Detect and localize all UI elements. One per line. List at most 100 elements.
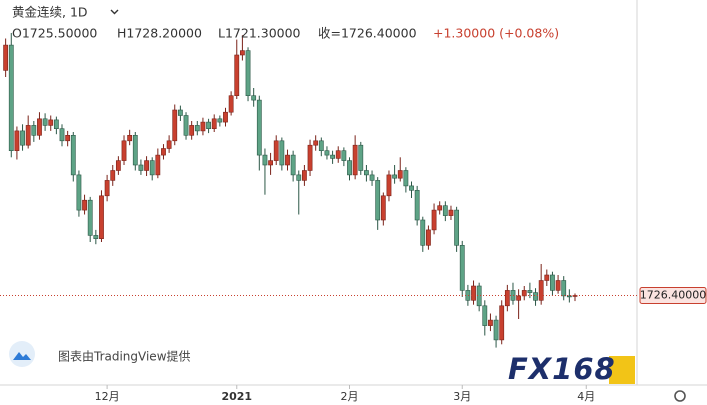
header-low: L1721.30000	[218, 26, 301, 41]
candle-body	[234, 54, 240, 97]
settings-gear[interactable]	[674, 390, 686, 402]
candle-body	[279, 140, 285, 166]
header-change: +1.30000 (+0.08%)	[433, 26, 559, 41]
candle-body	[127, 135, 133, 142]
candle-body	[31, 125, 37, 136]
candle-body	[76, 174, 82, 211]
candle-body	[82, 199, 87, 211]
candle-body	[459, 245, 465, 291]
settings-icon[interactable]	[674, 390, 686, 402]
candle-body	[330, 154, 335, 159]
candle-body	[313, 140, 319, 146]
candle-body	[262, 154, 268, 166]
candle-body	[251, 95, 257, 101]
candle-body	[177, 109, 183, 116]
candle-body	[239, 50, 245, 56]
candle-body	[341, 150, 347, 161]
candle-body	[471, 285, 476, 301]
candle-body	[488, 319, 493, 326]
candle-body	[369, 174, 375, 181]
candle-body	[431, 209, 437, 231]
candle-body	[437, 205, 443, 211]
candle-body	[397, 170, 403, 179]
candle-body	[414, 190, 420, 221]
candle-body	[516, 295, 522, 301]
candle-body	[161, 148, 166, 156]
candle-body	[566, 295, 572, 298]
candle-body	[189, 125, 195, 136]
candle-body	[550, 274, 555, 291]
interval-dropdown[interactable]	[110, 9, 119, 15]
candle-body	[200, 121, 206, 132]
candle-body	[144, 160, 149, 171]
candle-body	[37, 118, 42, 136]
candle-body	[48, 119, 54, 126]
watermark: FX168	[508, 352, 616, 386]
header-close: 收=1726.40000	[318, 26, 417, 41]
candle-body	[104, 180, 110, 197]
header-high: H1728.20000	[117, 26, 202, 41]
candle-body	[8, 44, 14, 151]
x-tick-label: 4月	[577, 390, 595, 403]
candle-body	[183, 115, 189, 136]
candle-body	[420, 219, 426, 246]
last-price-label: 1726.40000	[640, 288, 706, 301]
candle-body	[110, 170, 116, 181]
watermark-box	[609, 356, 635, 384]
candle-body	[555, 280, 561, 291]
candle-body	[347, 160, 352, 176]
candle-body	[454, 209, 460, 246]
candle-body	[70, 135, 76, 176]
candle-body	[93, 235, 99, 239]
candle-body	[352, 144, 358, 176]
candle-body	[53, 119, 59, 130]
candle-body	[335, 150, 341, 159]
candle-body	[409, 185, 414, 191]
candle-body	[572, 295, 578, 297]
header-open: O1725.50000	[12, 26, 97, 41]
candle-body	[132, 135, 138, 166]
last-price-box	[639, 286, 707, 304]
candle-body	[527, 290, 533, 293]
candle-body	[25, 125, 31, 146]
candle-body	[403, 170, 409, 187]
candle-body	[20, 130, 25, 146]
candle-body	[194, 125, 200, 132]
candle-body	[380, 195, 386, 221]
candle-body	[521, 290, 527, 297]
candle-body	[296, 174, 302, 181]
candle-body	[99, 195, 104, 240]
candle-body	[166, 140, 172, 149]
candle-body	[442, 205, 448, 216]
candle-body	[121, 140, 127, 161]
x-tick-label: 3月	[453, 390, 471, 403]
candle-body	[392, 174, 398, 179]
candle-body	[358, 144, 364, 171]
candle-body	[499, 305, 505, 341]
candle-body	[3, 44, 9, 71]
candle-body	[561, 280, 567, 297]
candle-body	[206, 121, 211, 129]
tradingview-logo	[9, 341, 35, 367]
candle-body	[465, 290, 471, 301]
candle-body	[426, 229, 431, 246]
candle-body	[115, 160, 121, 171]
candle-body	[268, 160, 273, 166]
candle-body	[448, 209, 454, 216]
candle-body	[318, 140, 324, 152]
candle-body	[544, 274, 550, 281]
candle-body	[87, 199, 93, 236]
candle-body	[217, 118, 223, 123]
credit: 图表由TradingView提供	[58, 349, 191, 364]
candle-body	[273, 140, 279, 161]
candle-body	[510, 290, 516, 301]
chart-title: 黄金连续, 1D	[12, 5, 88, 20]
x-tick-label: 12月	[95, 390, 120, 403]
candle-body	[172, 109, 178, 142]
candle-body	[302, 170, 307, 181]
candle-body	[256, 99, 262, 156]
candle-body	[375, 180, 381, 221]
candle-body	[149, 160, 155, 176]
candle-body	[504, 290, 510, 307]
